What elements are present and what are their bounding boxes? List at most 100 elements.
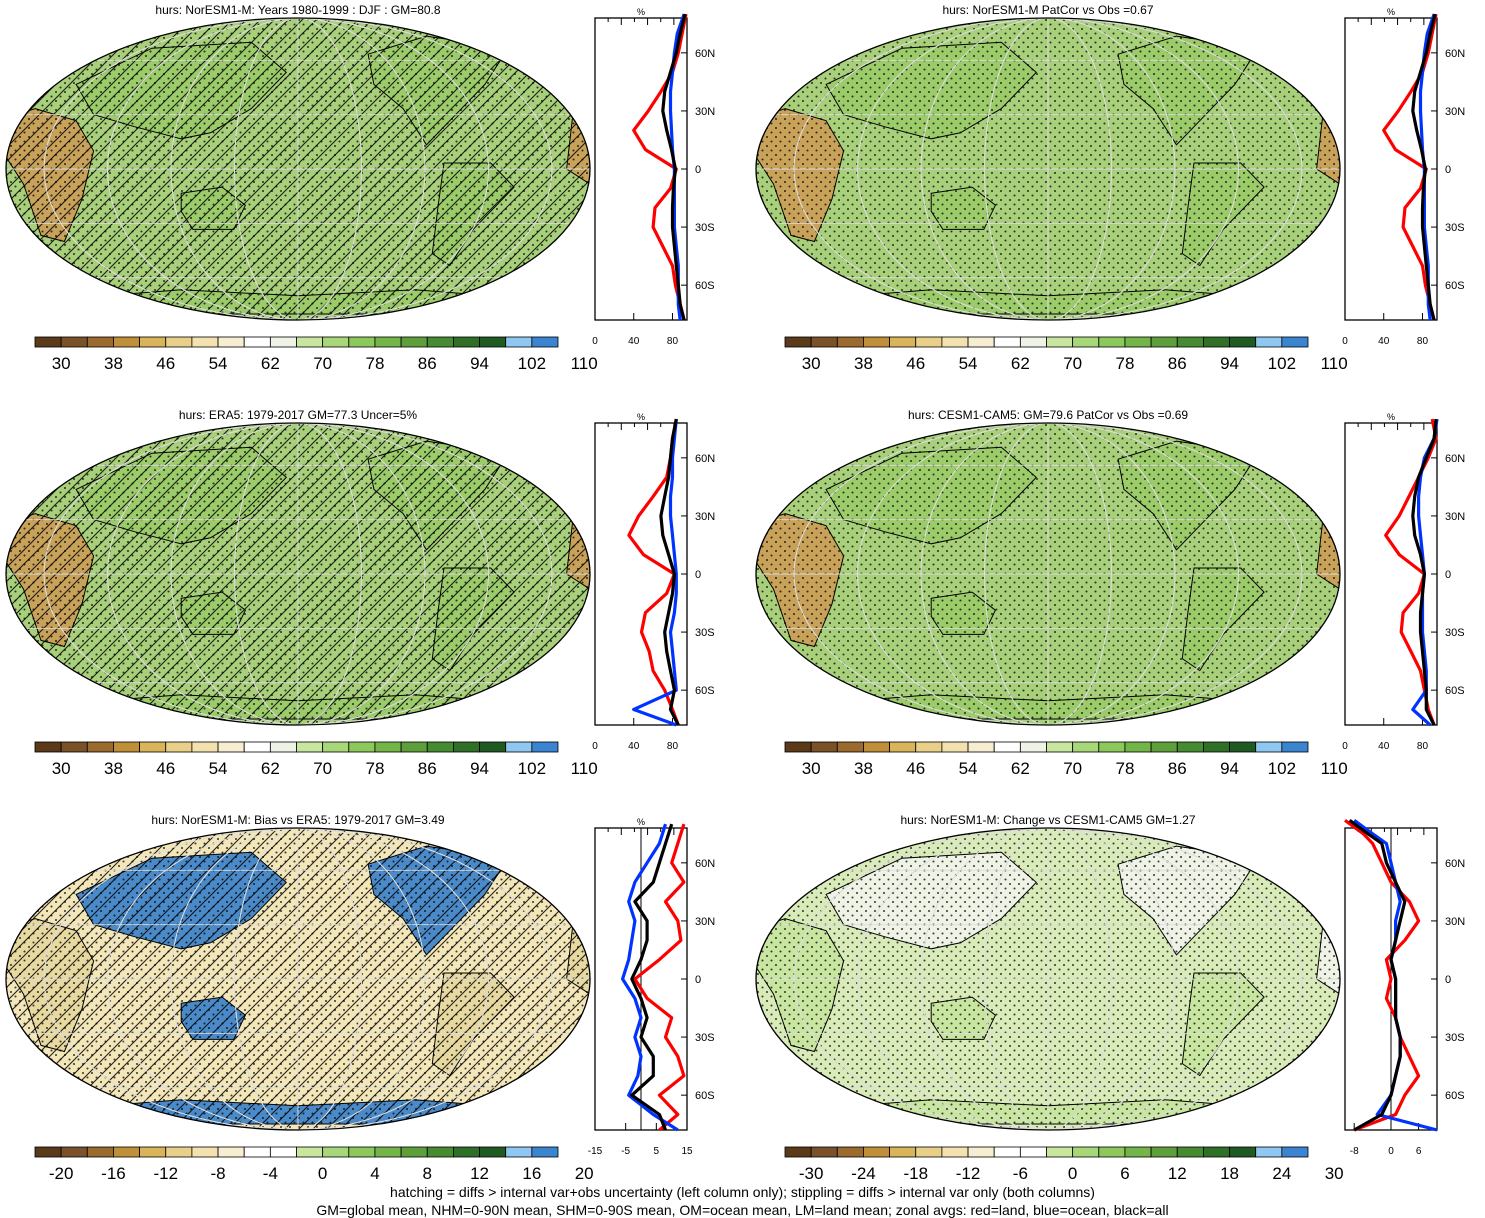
map-p2 <box>756 18 1340 320</box>
colorbar-label: 102 <box>1268 354 1296 373</box>
colorbar-box <box>993 336 1021 348</box>
colorbar-box <box>993 1146 1021 1158</box>
zonal-lat-label: 30N <box>695 511 715 523</box>
colorbar-box <box>784 741 812 753</box>
colorbar-label: 12 <box>470 1164 489 1180</box>
zonal-x-tick-label: -15 <box>588 1146 603 1157</box>
colorbar-box <box>1046 741 1074 753</box>
graticule-lon <box>984 423 1112 725</box>
colorbar-box <box>60 1146 88 1158</box>
graticule-lon <box>793 828 1303 1130</box>
colorbar-box <box>1176 741 1204 753</box>
colorbar-label: 78 <box>1115 354 1134 373</box>
zonal-x-tick-label: 40 <box>628 741 640 752</box>
footer-line-1: hatching = diffs > internal var+obs unce… <box>390 1184 1095 1200</box>
colorbar-box <box>531 741 559 753</box>
map-p3 <box>6 423 590 725</box>
colorbar-box <box>1072 1146 1100 1158</box>
colorbar-label: 18 <box>1220 1164 1239 1180</box>
colorbar-box <box>60 741 88 753</box>
colorbar-box <box>400 741 428 753</box>
colorbar-label: -12 <box>956 1164 981 1180</box>
colorbar-box <box>1150 336 1178 348</box>
zonal-lat-label: 60N <box>1445 48 1465 60</box>
zonal-lat-label: 60N <box>695 453 715 465</box>
colorbar-box <box>400 1146 428 1158</box>
graticule-lon <box>793 18 1303 320</box>
colorbar-box <box>426 1146 454 1158</box>
zonal-lat-label: 0 <box>695 569 701 581</box>
colorbar-box <box>1124 336 1152 348</box>
colorbar-box <box>836 1146 864 1158</box>
colorbar-box <box>113 336 140 348</box>
colorbar-box <box>348 1146 376 1158</box>
colorbar-box <box>1098 336 1126 348</box>
colorbar-label: 6 <box>1120 1164 1129 1180</box>
zonal-x-tick-label: 80 <box>667 741 679 752</box>
graticule-lon <box>984 828 1112 1130</box>
colorbar-box <box>322 336 350 348</box>
colorbar-box <box>1281 1146 1309 1158</box>
graticule-lon <box>43 423 553 725</box>
colorbar-box <box>784 1146 812 1158</box>
panel-p3: hurs: ERA5: 1979-2017 GM=77.3 Uncer=5% 0 4… <box>5 408 715 778</box>
zonal-x-label: % <box>1387 412 1395 422</box>
figure-canvas: hurs: NorESM1-M: Years 1980-1999 : DJF :… <box>5 3 1465 1183</box>
panel-p5: hurs: NorESM1-M: Bias vs ERA5: 1979-2017… <box>5 813 715 1183</box>
zonal-lat-label: 30S <box>1445 1032 1465 1044</box>
colorbar-box <box>243 741 271 753</box>
panel-title: hurs: CESM1-CAM5: GM=79.6 PatCor vs Obs … <box>908 408 1188 422</box>
colorbar-box <box>1124 741 1152 753</box>
panel-title: hurs: NorESM1-M: Years 1980-1999 : DJF :… <box>155 3 440 17</box>
colorbar-box <box>784 336 812 348</box>
colorbar-label: 70 <box>1063 759 1082 778</box>
colorbar-label: 78 <box>365 354 384 373</box>
colorbar-label: 38 <box>854 354 873 373</box>
colorbar-box <box>1203 336 1230 348</box>
zonal-line-all <box>659 418 680 726</box>
zonal-x-tick-label: 40 <box>1378 336 1390 347</box>
colorbar-box <box>1019 741 1047 753</box>
map-p5 <box>6 828 590 1130</box>
colorbar-box <box>426 336 454 348</box>
zonal-lat-label: 60S <box>695 1090 715 1102</box>
graticule-lon <box>170 423 426 725</box>
graticule-lon <box>793 423 1303 725</box>
zonal-x-tick-label: 15 <box>681 1146 693 1157</box>
zonal-lat-label: 60N <box>1445 858 1465 870</box>
colorbar-box <box>1229 741 1257 753</box>
zonal-lat-label: 0 <box>695 164 701 176</box>
colorbar-label: 110 <box>571 354 598 373</box>
colorbar-box <box>889 336 917 348</box>
colorbar-box <box>113 741 140 753</box>
zonal-x-tick-label: 80 <box>1417 741 1429 752</box>
colorbar-box <box>863 741 891 753</box>
panel-p4: hurs: CESM1-CAM5: GM=79.6 PatCor vs Obs … <box>755 408 1465 778</box>
zonal-x-tick-label: 0 <box>1342 336 1348 347</box>
colorbar-label: 12 <box>1168 1164 1187 1180</box>
colorbar-box <box>836 741 864 753</box>
colorbar-label: 30 <box>802 759 821 778</box>
colorbar-box <box>505 336 533 348</box>
zonal-lat-label: 60N <box>695 858 715 870</box>
zonal-x-tick-label: 0 <box>1342 741 1348 752</box>
colorbar-label: 102 <box>1268 759 1296 778</box>
colorbar-box <box>1255 1146 1283 1158</box>
colorbar-label: -4 <box>263 1164 278 1180</box>
zonal-x-tick-label: 5 <box>654 1146 660 1157</box>
colorbar-box <box>139 336 167 348</box>
colorbar-box <box>269 336 297 348</box>
colorbar-box <box>479 1146 507 1158</box>
colorbar-box <box>400 336 428 348</box>
colorbar-box <box>1072 336 1100 348</box>
panel-title: hurs: NorESM1-M PatCor vs Obs =0.67 <box>942 3 1153 17</box>
zonal-line-land <box>633 823 686 1132</box>
colorbar-label: 46 <box>156 354 175 373</box>
colorbar-box <box>889 1146 917 1158</box>
colorbar-box <box>967 1146 995 1158</box>
colorbar-box <box>322 1146 350 1158</box>
colorbar-box <box>941 1146 969 1158</box>
map-border <box>5 422 591 726</box>
colorbar-label: 46 <box>906 759 925 778</box>
colorbar-box <box>452 1146 480 1158</box>
